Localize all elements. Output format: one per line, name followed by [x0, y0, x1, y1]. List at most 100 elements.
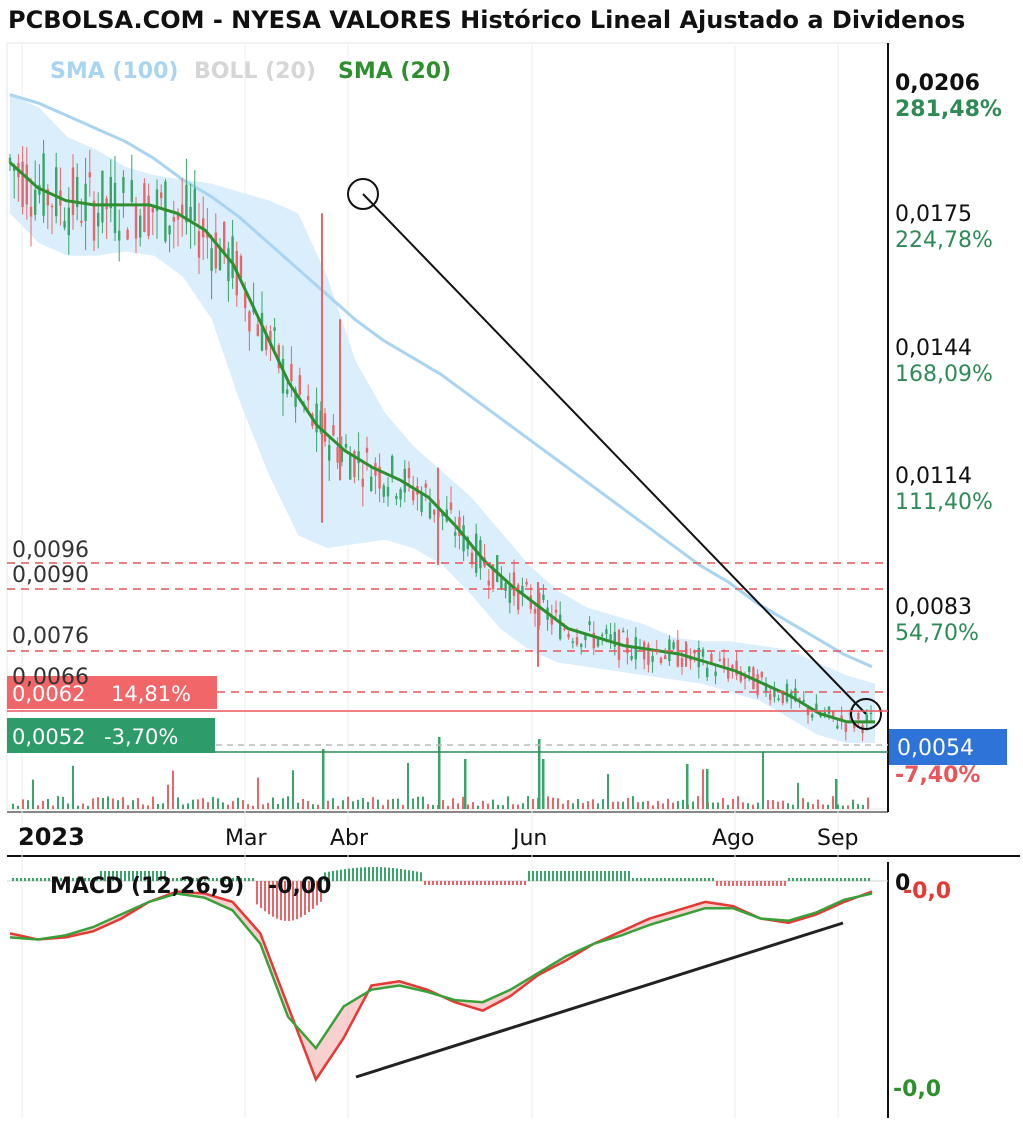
histogram-bar — [160, 871, 162, 881]
candle-body — [29, 206, 33, 217]
volume-bar — [337, 805, 339, 809]
volume-bar — [212, 796, 214, 809]
candle-body — [491, 564, 495, 590]
histogram-bar — [708, 878, 710, 881]
histogram-bar — [720, 881, 722, 886]
histogram-bar — [240, 878, 242, 881]
candle-body — [197, 231, 201, 258]
histogram-bar — [72, 878, 74, 881]
histogram-bar — [180, 878, 182, 881]
histogram-bar — [532, 871, 534, 881]
volume-bar — [597, 803, 599, 809]
volume-bar — [72, 765, 74, 809]
histogram-bar — [572, 871, 574, 881]
volume-bar — [42, 800, 44, 809]
legend-sma100: SMA (100) — [50, 59, 178, 84]
volume-bar — [717, 802, 719, 809]
histogram-bar — [500, 881, 502, 885]
candle-body — [853, 722, 856, 729]
candle-body — [802, 700, 805, 702]
histogram-bar — [92, 878, 94, 881]
trend-anchor-end — [850, 698, 882, 730]
histogram-bar — [364, 867, 366, 881]
y-tick-pct-0: 281,48% — [895, 97, 1002, 122]
candle-body — [273, 327, 276, 331]
histogram-bar — [608, 871, 610, 881]
candle-body — [739, 671, 742, 682]
histogram-bar — [488, 881, 490, 885]
volume-bar — [797, 782, 799, 809]
candle-body — [785, 683, 789, 702]
candle-body — [701, 649, 705, 657]
level-label-2: 0,0090 — [12, 563, 89, 588]
volume-bar — [267, 802, 269, 809]
volume-bar — [297, 802, 299, 809]
candle-body — [323, 413, 327, 442]
candle-body — [693, 650, 696, 654]
histogram-bar — [236, 878, 238, 881]
candle-body — [353, 451, 356, 478]
candle-body — [647, 644, 650, 665]
volume-bar — [147, 805, 149, 809]
volume-bar — [357, 799, 359, 809]
histogram-bar — [28, 878, 30, 881]
candle-body — [269, 331, 272, 346]
candle-body — [664, 655, 667, 660]
volume-bar — [832, 796, 834, 809]
histogram-bar — [272, 881, 274, 917]
histogram-bar — [688, 878, 690, 881]
histogram-bar — [460, 881, 462, 885]
histogram-bar — [564, 871, 566, 881]
volume-bar — [452, 798, 454, 809]
candle-body — [231, 236, 234, 278]
volume-bar — [472, 802, 474, 809]
candle-body — [605, 629, 608, 635]
candle-body — [101, 170, 104, 223]
histogram-bar — [676, 878, 678, 881]
green-tag-box — [7, 718, 215, 753]
candle-body — [281, 359, 285, 394]
volume-bar — [497, 804, 499, 809]
volume-bar — [527, 796, 529, 809]
volume-bar — [697, 796, 699, 809]
candle-body — [407, 467, 411, 479]
red-tag-box — [7, 676, 217, 709]
macd-histogram — [12, 867, 870, 921]
volume-bar — [622, 801, 624, 809]
candle-body — [475, 533, 478, 573]
histogram-bar — [88, 878, 90, 881]
volume-bar — [752, 804, 754, 809]
volume-bar — [662, 803, 664, 809]
candle-body — [244, 292, 247, 308]
candle-body — [365, 447, 369, 453]
candle-body — [672, 642, 675, 649]
histogram-bar — [436, 881, 438, 885]
candle-body — [332, 425, 335, 436]
histogram-bar — [84, 878, 86, 881]
volume-bar — [602, 799, 604, 809]
candle-body — [710, 653, 713, 663]
volume-bar — [827, 804, 829, 809]
histogram-bar — [348, 868, 350, 881]
volume-bar — [97, 797, 99, 809]
histogram-bar — [464, 881, 466, 885]
volume-bar — [587, 801, 589, 809]
volume-bar — [372, 797, 374, 809]
histogram-bar — [852, 878, 854, 881]
x-label-mar: Mar — [225, 826, 267, 851]
histogram-bar — [732, 881, 734, 886]
histogram-bar — [496, 881, 498, 885]
volume-bar — [37, 805, 39, 809]
histogram-bar — [32, 878, 34, 881]
histogram-bar — [344, 869, 346, 881]
histogram-bar — [472, 881, 474, 885]
candle-body — [277, 345, 280, 369]
candle-body — [458, 516, 461, 537]
histogram-bar — [76, 878, 78, 881]
histogram-bar — [580, 871, 582, 881]
volume-bar — [157, 803, 159, 809]
candle-body — [504, 582, 507, 591]
chart-title: PCBOLSA.COM - NYESA VALORES Histórico Li… — [8, 6, 966, 34]
histogram-bar — [144, 871, 146, 881]
